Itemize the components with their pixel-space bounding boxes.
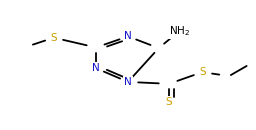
Text: N: N — [124, 31, 132, 41]
Text: N: N — [124, 77, 132, 87]
Text: S: S — [166, 97, 172, 107]
Text: S: S — [50, 33, 57, 43]
Text: NH$_2$: NH$_2$ — [169, 24, 190, 38]
Text: S: S — [199, 67, 206, 77]
Text: N: N — [92, 63, 100, 73]
